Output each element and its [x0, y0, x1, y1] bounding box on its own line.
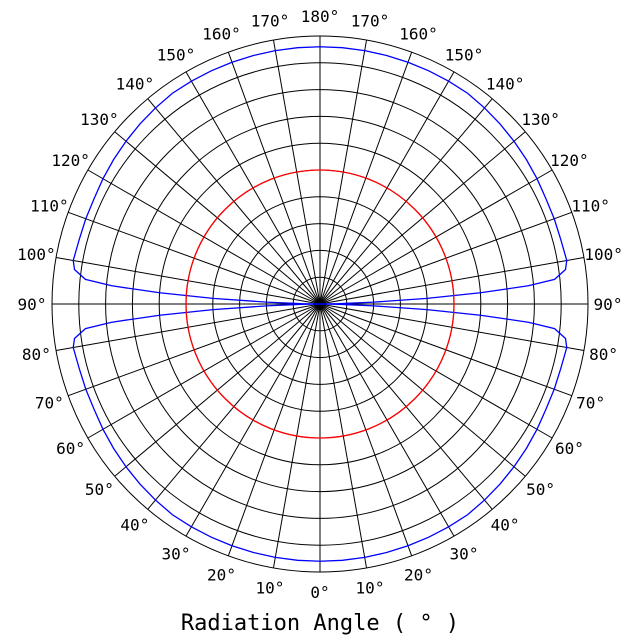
angle-label-left-6: 60° [56, 439, 85, 458]
angle-label-right-7: 80° [589, 345, 618, 364]
angle-label-left-14: 140° [116, 74, 155, 93]
angle-label-left-11: 110° [30, 197, 69, 216]
angle-label-right-12: 130° [521, 110, 560, 129]
angle-label-left-13: 130° [80, 110, 119, 129]
angle-label-right-4: 50° [526, 480, 555, 499]
angle-label-right-16: 170° [351, 11, 390, 30]
x-axis-title: Radiation Angle ( ° ) [181, 611, 459, 636]
angle-label-left-3: 30° [162, 544, 191, 563]
angle-label-right-1: 20° [404, 566, 433, 585]
angle-label-left-5: 50° [85, 480, 114, 499]
angle-label-left-12: 120° [51, 151, 90, 170]
angle-label-left-8: 80° [22, 345, 51, 364]
angle-label-right-13: 140° [486, 74, 525, 93]
angle-label-left-17: 170° [251, 11, 290, 30]
angle-label-left-15: 150° [157, 46, 196, 65]
angle-label-left-7: 70° [35, 394, 64, 413]
angle-label-right-3: 40° [491, 516, 520, 535]
angle-label-left-0: 0° [310, 583, 329, 602]
angle-label-right-11: 120° [550, 151, 589, 170]
angle-label-left-1: 10° [256, 579, 285, 598]
angle-label-right-2: 30° [450, 544, 479, 563]
angle-label-right-6: 70° [576, 394, 605, 413]
angle-label-left-2: 20° [207, 566, 236, 585]
angle-label-right-0: 10° [356, 579, 385, 598]
angle-label-right-9: 100° [584, 245, 623, 264]
angle-label-left-4: 40° [120, 516, 149, 535]
angle-label-left-9: 90° [18, 295, 47, 314]
angle-label-left-18: 180° [301, 7, 340, 26]
angle-label-right-14: 150° [445, 46, 484, 65]
angle-label-right-8: 90° [594, 295, 623, 314]
angle-label-right-5: 60° [555, 439, 584, 458]
angle-label-left-10: 100° [17, 245, 56, 264]
angle-label-right-10: 110° [571, 197, 610, 216]
angle-label-left-16: 160° [202, 24, 241, 43]
angle-label-right-15: 160° [399, 24, 438, 43]
